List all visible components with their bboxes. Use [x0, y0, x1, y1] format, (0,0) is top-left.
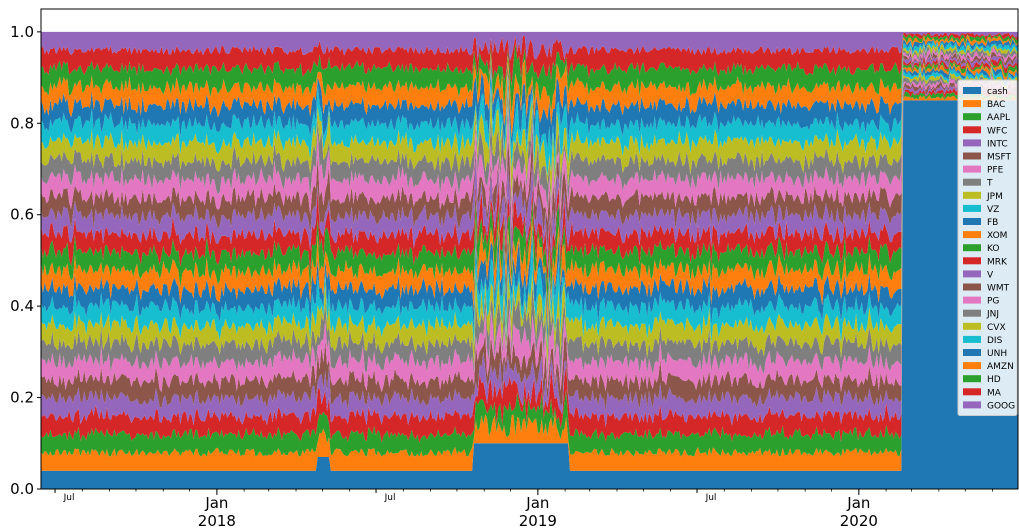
legend-swatch — [963, 178, 981, 186]
legend-swatch — [963, 113, 981, 121]
y-tick-label: 0.8 — [10, 114, 34, 132]
legend-label: JPM — [986, 192, 1003, 202]
legend-swatch — [963, 375, 981, 383]
legend-swatch — [963, 191, 981, 199]
area-jpm — [41, 67, 1018, 371]
area-wmt — [41, 50, 1018, 252]
legend-swatch — [963, 218, 981, 225]
legend-swatch — [963, 388, 981, 396]
area-cvx — [41, 44, 1018, 201]
legend-label: XOM — [987, 231, 1007, 241]
legend-label: PG — [987, 297, 999, 307]
x-year-label: 2020 — [840, 512, 878, 529]
legend-label: WFC — [987, 126, 1007, 136]
legend-label: AAPL — [987, 113, 1010, 123]
x-minor-tick-label: Jul — [705, 493, 717, 503]
legend-swatch — [963, 362, 981, 370]
legend-label: BAC — [987, 100, 1005, 110]
legend-label: FB — [987, 218, 998, 228]
legend-box — [957, 79, 1018, 416]
y-axis: 0.0 0.2 0.4 0.6 0.8 1.0 — [10, 23, 41, 498]
legend-swatch — [963, 401, 981, 409]
legend-swatch — [963, 139, 981, 147]
legend-swatch — [963, 244, 981, 252]
legend-swatch — [963, 270, 981, 278]
y-tick-label: 0.2 — [10, 389, 34, 407]
legend-swatch — [963, 100, 981, 108]
y-tick-label: 0.4 — [10, 297, 34, 315]
area-cash — [41, 100, 1018, 489]
legend-label: V — [987, 270, 994, 280]
legend-swatch — [963, 204, 981, 212]
area-t — [41, 70, 1018, 383]
legend-label: PFE — [987, 166, 1004, 176]
plot-frame — [40, 8, 1019, 490]
legend-swatch — [963, 126, 981, 134]
legend-label: UNH — [987, 349, 1007, 359]
legend-label: GOOG — [987, 401, 1015, 411]
area-amzn — [41, 34, 1018, 138]
legend-swatch — [963, 152, 981, 160]
legend-swatch — [963, 231, 981, 239]
legend-label: HD — [987, 375, 1001, 385]
legend-label: T — [986, 179, 993, 189]
x-year-label: 2019 — [519, 512, 557, 529]
area-unh — [41, 38, 1018, 151]
x-minor-tick-label: Jul — [63, 493, 75, 503]
area-jnj — [41, 45, 1018, 210]
area-goog — [41, 31, 1018, 61]
legend-label: DIS — [987, 336, 1003, 346]
area-v — [41, 51, 1018, 270]
legend-label: KO — [987, 244, 1000, 254]
y-tick-label: 0.6 — [10, 206, 34, 224]
legend-swatch — [963, 335, 981, 343]
legend-swatch — [963, 257, 981, 265]
area-hd — [41, 33, 1018, 115]
legend-label: AMZN — [987, 362, 1014, 372]
y-tick-label: 0.0 — [10, 480, 34, 498]
legend-swatch — [963, 283, 981, 291]
area-ma — [41, 32, 1018, 86]
x-major-tick-label: Jan — [204, 494, 228, 512]
x-major-tick-label: Jan — [525, 494, 549, 512]
legend-label: INTC — [987, 139, 1008, 149]
legend-label: VZ — [987, 205, 999, 215]
legend-swatch — [963, 87, 981, 94]
area-dis — [41, 40, 1018, 177]
legend-swatch — [963, 349, 981, 356]
legend-label: MA — [987, 388, 1002, 398]
legend-label: CVX — [987, 323, 1006, 333]
y-tick-label: 1.0 — [10, 23, 34, 41]
legend-swatch — [963, 322, 981, 330]
legend-swatch — [963, 165, 981, 173]
legend-label: JNJ — [986, 310, 999, 320]
legend-label: cash — [987, 87, 1008, 97]
legend-label: MRK — [987, 257, 1008, 267]
area-vz — [41, 66, 1018, 350]
area-pg — [41, 46, 1018, 230]
legend-label: WMT — [987, 284, 1010, 294]
legend-label: MSFT — [987, 153, 1011, 163]
x-year-label: 2018 — [198, 512, 236, 529]
area-layers — [41, 31, 1018, 489]
x-minor-tick-label: Jul — [384, 493, 396, 503]
legend-swatch — [963, 309, 981, 317]
legend: cash BAC AAPL WFC INTC MSFT PFE T JPM VZ FB XOM KO MR… — [957, 79, 1018, 416]
legend-swatch — [963, 296, 981, 304]
x-major-tick-label: Jan — [846, 494, 870, 512]
